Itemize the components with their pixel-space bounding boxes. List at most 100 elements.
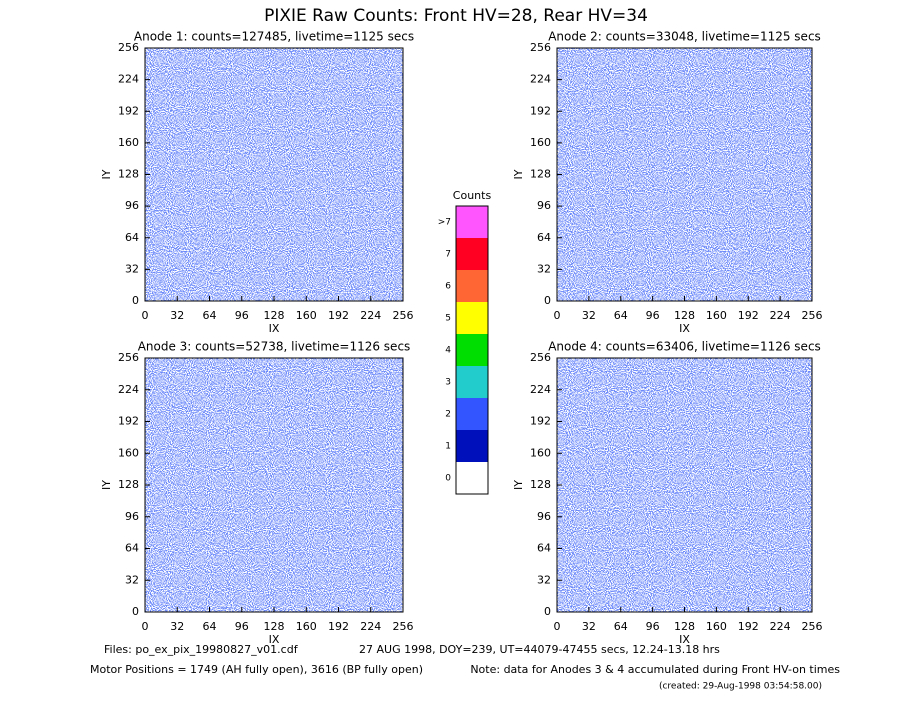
x-tick-label: 0 [554,620,561,633]
y-axis-label: IY [100,169,113,179]
y-axis-label: IY [100,480,113,490]
y-tick-label: 128 [530,478,551,491]
x-tick-label: 224 [360,309,381,322]
x-tick-label: 224 [770,620,791,633]
colorbar-frame [455,205,489,495]
x-axis-label: IX [269,322,280,335]
x-tick-label: 32 [170,620,184,633]
x-tick-label: 256 [393,309,414,322]
x-tick-label: 256 [802,620,823,633]
y-tick-label: 160 [118,446,139,459]
colorbar-label: >7 [438,218,451,228]
x-tick-label: 96 [235,309,249,322]
x-tick-label: 256 [393,620,414,633]
y-tick-label: 0 [132,605,139,618]
colorbar-label: 6 [445,282,451,292]
y-tick-label: 96 [537,510,551,523]
y-tick-label: 224 [118,383,139,396]
y-tick-label: 160 [530,446,551,459]
x-tick-label: 0 [142,309,149,322]
x-tick-label: 64 [203,309,217,322]
colorbar-label: 5 [445,314,451,324]
x-tick-label: 256 [802,309,823,322]
x-tick-label: 96 [235,620,249,633]
panel-title: Anode 4: counts=63406, livetime=1126 sec… [548,340,821,354]
colorbar-label: 2 [445,410,451,420]
y-tick-label: 224 [118,73,139,86]
y-tick-label: 192 [118,104,139,117]
y-axis-label: IY [512,480,525,490]
colorbar-label: 0 [445,474,451,484]
y-tick-label: 128 [530,168,551,181]
y-axis-label: IY [512,169,525,179]
y-tick-label: 0 [544,294,551,307]
colorbar-label: 7 [445,250,451,260]
panel-title: Anode 2: counts=33048, livetime=1125 sec… [548,30,821,44]
colorbar-cell [456,334,488,366]
x-tick-label: 96 [646,620,660,633]
x-axis-label: IX [269,633,280,646]
y-tick-label: 64 [537,231,551,244]
y-tick-label: 224 [530,383,551,396]
y-tick-label: 32 [125,262,139,275]
x-tick-label: 128 [674,620,695,633]
y-tick-label: 96 [537,199,551,212]
colorbar-label: 1 [445,442,451,452]
y-tick-label: 160 [530,136,551,149]
y-tick-label: 32 [537,262,551,275]
figure-title: PIXIE Raw Counts: Front HV=28, Rear HV=3… [264,6,648,26]
x-tick-label: 160 [706,620,727,633]
footer-motor: Motor Positions = 1749 (AH fully open), … [90,663,423,676]
y-tick-label: 32 [125,573,139,586]
heatmap-texture [145,358,403,612]
heatmap-texture [145,48,403,301]
x-tick-label: 192 [738,620,759,633]
footer-note: Note: data for Anodes 3 & 4 accumulated … [470,663,840,676]
y-tick-label: 64 [125,542,139,555]
y-tick-label: 0 [132,294,139,307]
colorbar-cell [456,430,488,462]
y-tick-label: 256 [118,351,139,364]
colorbar-cell [456,270,488,302]
colorbar-cell [456,398,488,430]
x-tick-label: 32 [582,309,596,322]
x-tick-label: 192 [738,309,759,322]
y-tick-label: 128 [118,478,139,491]
panel-title: Anode 3: counts=52738, livetime=1126 sec… [138,340,411,354]
panel-title: Anode 1: counts=127485, livetime=1125 se… [134,30,414,44]
x-tick-label: 32 [582,620,596,633]
y-tick-label: 256 [530,41,551,54]
y-tick-label: 192 [530,104,551,117]
y-tick-label: 0 [544,605,551,618]
y-tick-label: 32 [537,573,551,586]
x-tick-label: 64 [614,620,628,633]
footer-files: Files: po_ex_pix_19980827_v01.cdf [104,643,299,656]
x-tick-label: 192 [328,620,349,633]
y-tick-label: 128 [118,168,139,181]
x-tick-label: 160 [296,309,317,322]
y-tick-label: 64 [537,542,551,555]
y-tick-label: 192 [118,415,139,428]
footer-created: (created: 29-Aug-1998 03:54:58.00) [659,682,822,692]
colorbar-label: 3 [445,378,451,388]
heatmap-texture [557,358,812,612]
colorbar-cell [456,302,488,334]
x-axis-label: IX [679,322,690,335]
colorbar-title: Counts [453,189,492,202]
colorbar-cell [456,206,488,238]
y-tick-label: 256 [530,351,551,364]
footer-date: 27 AUG 1998, DOY=239, UT=44079-47455 sec… [359,643,720,656]
y-tick-label: 192 [530,415,551,428]
y-tick-label: 96 [125,510,139,523]
colorbar-cell [456,238,488,270]
heatmap-texture [557,48,812,301]
x-tick-label: 64 [203,620,217,633]
colorbar-label: 4 [445,346,451,356]
x-tick-label: 128 [264,620,285,633]
y-tick-label: 224 [530,73,551,86]
x-axis-label: IX [679,633,690,646]
y-tick-label: 96 [125,199,139,212]
y-tick-label: 160 [118,136,139,149]
x-tick-label: 32 [170,309,184,322]
